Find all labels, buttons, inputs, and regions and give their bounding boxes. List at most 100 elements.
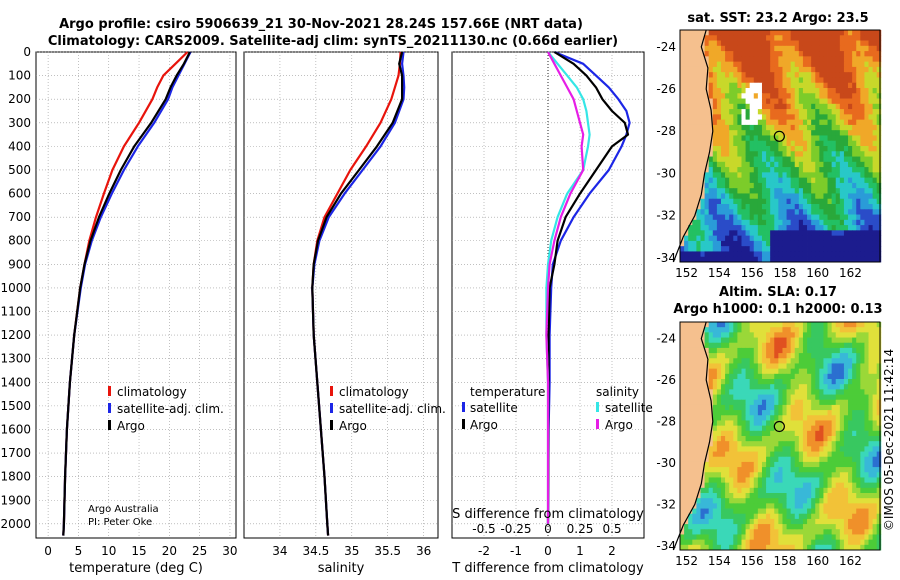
- map-cell: [876, 161, 882, 168]
- land-cell: [696, 456, 701, 463]
- map-cell: [876, 498, 882, 504]
- map-cell: [688, 251, 693, 258]
- map-cell: [778, 204, 783, 210]
- map-cell: [852, 415, 857, 421]
- map-cell: [774, 188, 779, 194]
- map-cell: [876, 204, 882, 210]
- map-cell: [831, 40, 837, 47]
- map-cell: [856, 135, 861, 142]
- map-cell: [729, 140, 734, 147]
- lat-tick-label: -32: [656, 209, 676, 223]
- map-cell: [692, 534, 697, 541]
- map-cell: [860, 161, 865, 168]
- map-cell: [716, 93, 722, 99]
- land-cell: [684, 430, 689, 437]
- map-cell: [753, 35, 759, 41]
- land-cell: [688, 51, 693, 57]
- map-cell: [790, 518, 796, 525]
- land-cell: [684, 415, 689, 421]
- map-cell: [741, 467, 746, 473]
- map-cell: [798, 119, 804, 126]
- map-cell: [860, 467, 865, 473]
- land-cell: [692, 425, 697, 432]
- map-cell: [807, 342, 812, 349]
- map-cell: [712, 182, 718, 189]
- map-cell: [774, 389, 779, 395]
- map-cell: [856, 77, 861, 84]
- map-cell: [770, 394, 775, 401]
- map-cell: [827, 358, 833, 364]
- map-cell: [782, 327, 787, 333]
- map-cell: [807, 182, 812, 189]
- map-cell: [823, 327, 828, 333]
- land-cell: [684, 332, 689, 338]
- map-cell: [790, 130, 796, 136]
- map-cell: [733, 251, 738, 258]
- map-cell: [852, 358, 857, 364]
- land-cell: [688, 103, 693, 110]
- map-cell: [745, 477, 751, 484]
- map-cell: [798, 353, 804, 359]
- map-cell: [860, 389, 865, 395]
- map-cell: [843, 534, 849, 541]
- map-cell: [790, 461, 796, 468]
- map-cell: [782, 256, 787, 263]
- map-cell: [741, 472, 746, 478]
- map-cell: [737, 114, 742, 121]
- map-cell: [827, 342, 833, 349]
- map-cell: [708, 240, 714, 247]
- depth-tick-label: 1500: [0, 399, 31, 413]
- map-cell: [835, 508, 841, 515]
- map-cell: [741, 240, 746, 247]
- map-cell: [811, 93, 816, 99]
- map-cell: [761, 151, 767, 157]
- map-cell: [757, 508, 763, 515]
- map-cell: [831, 251, 837, 258]
- map-cell: [790, 109, 796, 115]
- map-cell: [872, 82, 878, 89]
- map-cell: [725, 109, 730, 115]
- map-cell: [700, 493, 705, 499]
- land-cell: [692, 198, 697, 205]
- map-cell: [856, 56, 861, 63]
- map-cell: [827, 172, 833, 179]
- land-cell: [696, 415, 701, 421]
- map-cell: [700, 513, 705, 520]
- map-cell: [794, 436, 800, 442]
- map-cell: [774, 410, 779, 416]
- land-cell: [688, 93, 693, 99]
- map-cell: [753, 198, 759, 205]
- map-cell: [807, 61, 812, 68]
- map-cell: [819, 539, 824, 546]
- map-cell: [843, 337, 849, 344]
- map-cell: [753, 503, 759, 509]
- map-cell: [839, 40, 845, 47]
- map-cell: [770, 513, 775, 520]
- map-cell: [798, 322, 804, 328]
- map-cell: [790, 410, 796, 416]
- map-cell: [839, 167, 845, 173]
- depth-tick-label: 1000: [0, 281, 31, 295]
- land-cell: [684, 146, 689, 152]
- map-cell: [802, 40, 808, 47]
- map-cell: [770, 508, 775, 515]
- map-cell: [737, 66, 742, 73]
- map-cell: [790, 539, 796, 546]
- map-cell: [782, 446, 787, 452]
- map-cell: [708, 66, 714, 73]
- map-cell: [876, 347, 882, 354]
- map-cell: [745, 30, 751, 36]
- land-cell: [696, 88, 701, 94]
- map-cell: [786, 51, 792, 57]
- map-cell: [720, 451, 726, 458]
- land-cell: [684, 477, 689, 484]
- map-cell: [786, 446, 792, 452]
- map-cell: [798, 456, 804, 463]
- map-cell: [745, 363, 751, 370]
- map-cell: [798, 204, 804, 210]
- map-cell: [860, 146, 865, 152]
- map-cell: [807, 394, 812, 401]
- map-cell: [733, 322, 738, 328]
- map-cell: [790, 103, 796, 110]
- map-cell: [745, 230, 751, 237]
